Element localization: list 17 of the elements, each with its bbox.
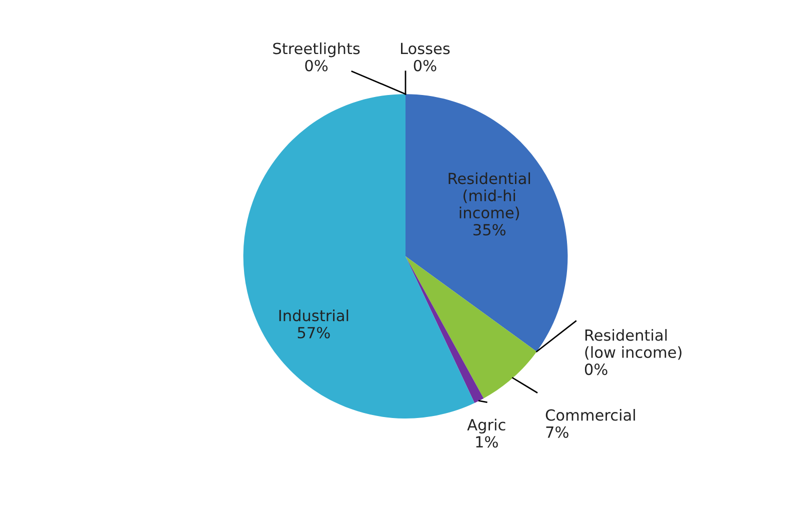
pie-slice	[406, 256, 484, 404]
text: 0%	[414, 60, 436, 72]
legend-label: Residential (low income)	[585, 329, 682, 360]
pie-slice	[406, 256, 537, 398]
slice-label: Agric	[467, 418, 506, 434]
data-label: 7%	[546, 426, 568, 438]
category-label: Losses	[401, 42, 450, 54]
slice-label: Commercial	[546, 408, 635, 421]
text: 0%	[584, 364, 608, 376]
data-label: 57%	[298, 326, 330, 338]
data-label: 1%	[476, 436, 498, 448]
text: 0%	[305, 60, 328, 72]
pie-slice	[406, 94, 568, 352]
data-label: 35%	[474, 224, 506, 236]
slice-label: Industrial	[279, 309, 348, 322]
category-label: Streetlights	[273, 42, 360, 58]
slice-label: Residential (mid-hi income)	[448, 172, 530, 220]
